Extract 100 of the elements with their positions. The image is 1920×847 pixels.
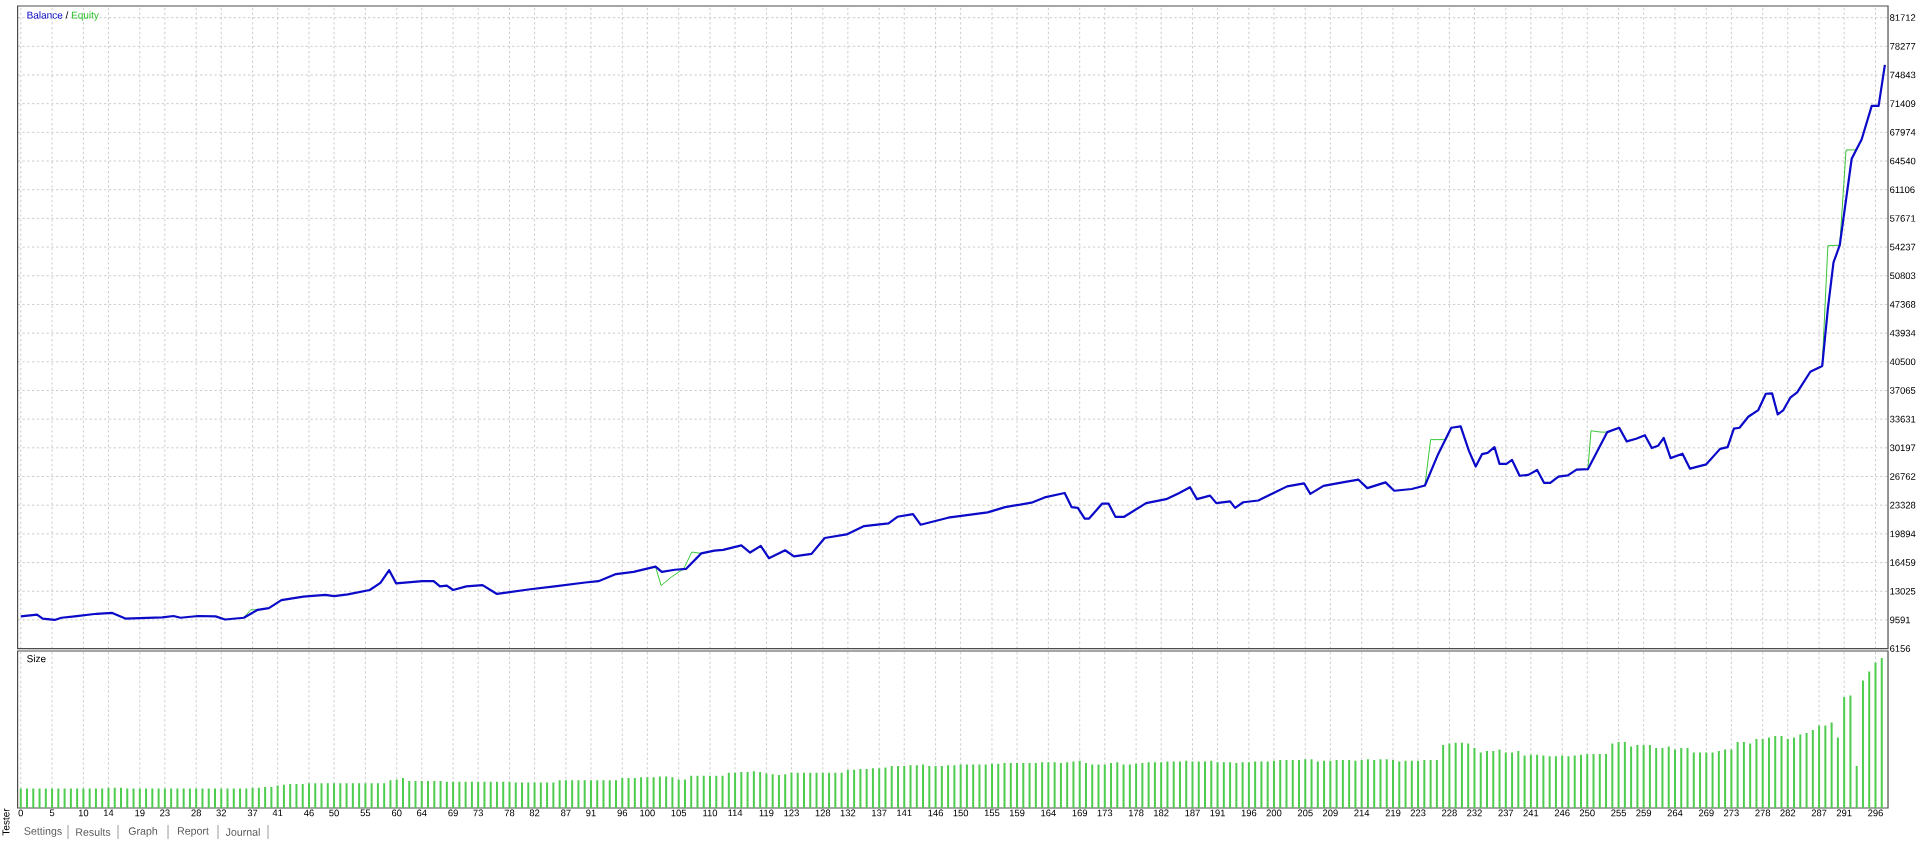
y-tick-label: 47368	[1889, 301, 1916, 308]
y-tick-label: 30197	[1889, 444, 1916, 452]
bar	[1661, 748, 1664, 808]
bar	[1843, 697, 1846, 808]
bar	[1498, 749, 1501, 808]
bar	[746, 772, 749, 808]
bar	[314, 783, 317, 808]
bar	[615, 780, 618, 808]
bar	[113, 787, 116, 808]
bar	[220, 788, 223, 808]
bar	[834, 772, 837, 808]
bar	[1836, 737, 1839, 808]
bar	[1091, 764, 1094, 808]
bar	[1078, 760, 1081, 808]
bar	[1742, 742, 1745, 808]
y-tick-label: 61106	[1890, 186, 1915, 194]
bar	[1830, 722, 1833, 808]
bar	[333, 783, 336, 808]
bar	[1153, 762, 1156, 808]
bar	[715, 775, 718, 808]
bar	[934, 766, 937, 808]
bar	[1222, 762, 1225, 808]
bar	[1392, 760, 1395, 808]
bar	[721, 775, 724, 808]
x-tick-label: 196	[1241, 809, 1257, 817]
x-tick-label: 250	[1579, 809, 1595, 817]
bar	[1185, 760, 1188, 808]
bar	[859, 769, 862, 808]
bar	[1548, 756, 1551, 808]
bar	[1147, 762, 1150, 808]
bar	[1486, 751, 1488, 808]
bar	[1435, 760, 1438, 808]
bar	[972, 764, 975, 808]
bar	[665, 776, 668, 808]
bar	[564, 780, 567, 808]
y-tick-label: 23328	[1890, 501, 1916, 509]
bar	[464, 781, 467, 808]
bar	[88, 788, 91, 808]
x-tick-label: 255	[1611, 809, 1627, 817]
annotation: /	[65, 11, 69, 19]
bar	[101, 788, 104, 808]
x-tick-label: 23	[160, 809, 170, 817]
bar	[157, 788, 160, 808]
bar	[251, 787, 254, 808]
x-tick-label: 246	[1554, 809, 1570, 817]
bar	[301, 784, 304, 808]
bar	[383, 783, 386, 808]
y-tick-label: 81712	[1890, 14, 1916, 21]
bar	[1304, 759, 1307, 808]
bar	[1460, 742, 1463, 808]
bar	[1166, 761, 1169, 808]
bar	[1254, 761, 1257, 808]
x-tick-label: 187	[1185, 809, 1200, 817]
bar	[1410, 760, 1413, 808]
bar	[583, 780, 586, 808]
bar	[784, 774, 787, 808]
x-tick-label: 178	[1128, 809, 1144, 817]
y-tick-label: 19894	[1890, 530, 1916, 538]
x-tick-label: 69	[448, 809, 458, 817]
x-tick-label: 100	[640, 809, 655, 817]
x-tick-label: 128	[815, 809, 831, 817]
bar	[1667, 746, 1670, 808]
bar	[928, 766, 931, 808]
bar	[514, 782, 517, 808]
bar	[1617, 742, 1620, 808]
bar	[44, 788, 47, 808]
bar	[82, 788, 85, 808]
bar	[176, 788, 179, 808]
y-tick-label: 78277	[1890, 42, 1916, 50]
bar	[1680, 748, 1683, 808]
bar	[94, 788, 97, 808]
bar	[1360, 760, 1363, 808]
bar	[1724, 749, 1727, 808]
bar	[903, 766, 906, 808]
y-tick-label: 13025	[1890, 587, 1916, 595]
bar	[213, 788, 216, 808]
x-tick-label: 10	[78, 809, 89, 817]
bar	[1692, 752, 1695, 808]
bar	[890, 766, 893, 808]
bar	[326, 783, 329, 808]
bar	[602, 780, 605, 808]
x-tick-label: 159	[1009, 809, 1025, 817]
bar	[1323, 760, 1326, 808]
bar	[351, 783, 354, 808]
x-tick-label: 32	[216, 809, 227, 817]
bar	[232, 788, 235, 808]
bar	[1699, 752, 1702, 808]
bar	[1178, 761, 1181, 808]
bar	[1442, 745, 1445, 808]
bar	[803, 772, 805, 808]
bar	[1366, 759, 1369, 808]
bar	[1454, 742, 1457, 808]
bar	[1423, 760, 1426, 808]
x-tick-label: 228	[1442, 809, 1457, 817]
bar	[201, 788, 204, 808]
x-tick-label: 87	[561, 809, 571, 817]
bar	[577, 780, 580, 808]
x-tick-label: 78	[504, 809, 515, 817]
bar	[76, 788, 79, 808]
bar	[702, 775, 705, 808]
